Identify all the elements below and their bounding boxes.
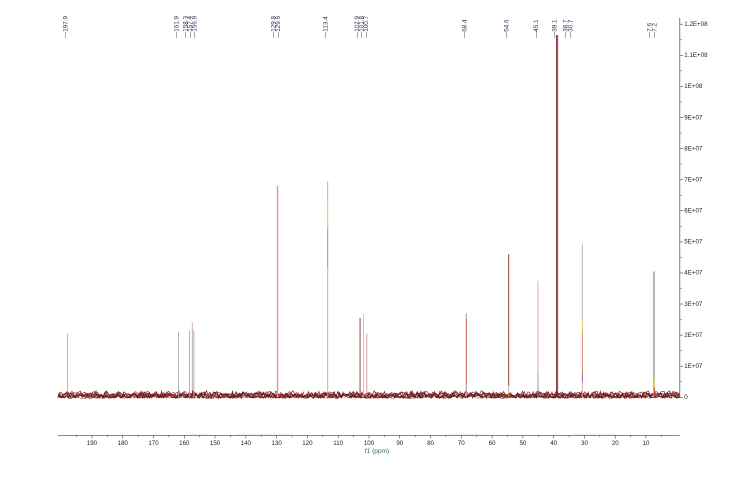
svg-text:120: 120 bbox=[302, 440, 313, 447]
svg-text:1E+07: 1E+07 bbox=[684, 363, 703, 370]
svg-text:150: 150 bbox=[210, 440, 221, 447]
svg-text:8E+07: 8E+07 bbox=[684, 145, 703, 152]
svg-text:—68.4: —68.4 bbox=[461, 19, 468, 38]
svg-text:60: 60 bbox=[489, 440, 496, 447]
svg-text:160: 160 bbox=[179, 440, 190, 447]
svg-text:190: 190 bbox=[87, 440, 98, 447]
svg-text:—30.7: —30.7 bbox=[567, 19, 574, 38]
svg-text:90: 90 bbox=[396, 440, 403, 447]
svg-text:50: 50 bbox=[519, 440, 526, 447]
svg-text:—100.7: —100.7 bbox=[363, 15, 370, 38]
svg-text:—129.6: —129.6 bbox=[275, 15, 282, 38]
svg-text:180: 180 bbox=[118, 440, 129, 447]
svg-text:20: 20 bbox=[612, 440, 619, 447]
svg-text:—197.9: —197.9 bbox=[63, 15, 70, 38]
svg-text:170: 170 bbox=[148, 440, 159, 447]
svg-text:30: 30 bbox=[581, 440, 588, 447]
svg-text:1.2E+08: 1.2E+08 bbox=[684, 21, 708, 28]
svg-text:10: 10 bbox=[643, 440, 650, 447]
svg-text:1.1E+08: 1.1E+08 bbox=[684, 52, 708, 59]
svg-text:3E+07: 3E+07 bbox=[684, 301, 703, 308]
svg-text:130: 130 bbox=[271, 440, 282, 447]
svg-text:5E+07: 5E+07 bbox=[684, 239, 703, 246]
svg-text:0: 0 bbox=[684, 394, 688, 401]
svg-text:9E+07: 9E+07 bbox=[684, 114, 703, 121]
svg-text:40: 40 bbox=[550, 440, 557, 447]
svg-text:—45.1: —45.1 bbox=[533, 19, 540, 38]
svg-text:2E+07: 2E+07 bbox=[684, 332, 703, 339]
svg-text:—161.9: —161.9 bbox=[173, 15, 180, 38]
svg-text:140: 140 bbox=[241, 440, 252, 447]
svg-text:6E+07: 6E+07 bbox=[684, 208, 703, 215]
svg-text:—7.2: —7.2 bbox=[651, 22, 658, 38]
svg-text:70: 70 bbox=[458, 440, 465, 447]
svg-text:—113.4: —113.4 bbox=[323, 16, 330, 38]
svg-text:80: 80 bbox=[427, 440, 434, 447]
svg-text:1E+08: 1E+08 bbox=[684, 83, 703, 90]
svg-text:—39.1: —39.1 bbox=[551, 19, 558, 38]
svg-text:4E+07: 4E+07 bbox=[684, 270, 703, 277]
svg-text:100: 100 bbox=[364, 440, 375, 447]
svg-text:f1 (ppm): f1 (ppm) bbox=[365, 448, 389, 455]
svg-text:110: 110 bbox=[333, 440, 343, 447]
svg-text:7E+07: 7E+07 bbox=[684, 176, 703, 183]
svg-text:—54.6: —54.6 bbox=[504, 19, 511, 38]
svg-text:—156.9: —156.9 bbox=[191, 15, 198, 38]
